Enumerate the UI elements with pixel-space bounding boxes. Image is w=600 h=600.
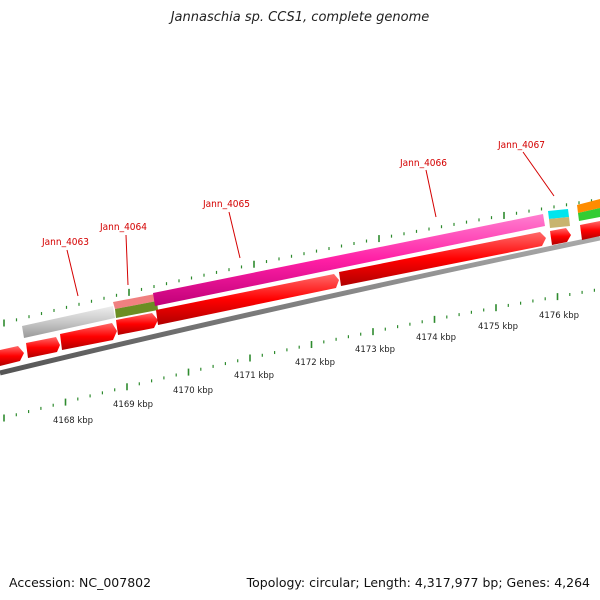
cds-arrow[interactable] [0, 346, 24, 366]
kbp-label-4168: 4168 kbp [53, 416, 93, 426]
cds-arrow[interactable] [550, 228, 571, 245]
cds-arrow[interactable] [156, 274, 339, 325]
gene-label-jann-4067[interactable]: Jann_4067 [497, 140, 545, 151]
map-title: Jannaschia sp. CCS1, complete genome [170, 10, 430, 25]
tan-feature[interactable] [549, 217, 570, 228]
genome-backbone [0, 235, 600, 376]
green-feature[interactable] [578, 208, 600, 221]
cds-arrow[interactable] [116, 313, 158, 335]
magenta-feature[interactable] [153, 214, 545, 306]
leader-line [425, 169, 437, 218]
kbp-label-4172: 4172 kbp [295, 358, 335, 368]
olive-feature[interactable] [115, 301, 158, 318]
kbp-label-4176: 4176 kbp [539, 311, 579, 321]
leader-line [66, 249, 79, 297]
gene-label-jann-4066[interactable]: Jann_4066 [399, 158, 447, 169]
kbp-label-4173: 4173 kbp [355, 345, 395, 355]
cyan-feature[interactable] [548, 209, 569, 219]
kbp-label-4169: 4169 kbp [113, 400, 153, 410]
cds-arrow[interactable] [580, 221, 600, 240]
cds-arrow[interactable] [339, 232, 546, 286]
gene-label-jann-4064[interactable]: Jann_4064 [99, 222, 147, 233]
gene-label-jann-4065[interactable]: Jann_4065 [202, 199, 250, 210]
kbp-scale-ticks [3, 288, 596, 422]
leader-line [522, 151, 555, 197]
leader-line [228, 211, 241, 259]
salmon-feature[interactable] [113, 294, 157, 309]
grey-feature[interactable] [22, 306, 115, 338]
kbp-label-4171: 4171 kbp [234, 371, 274, 381]
cds-arrow[interactable] [26, 337, 60, 358]
accession-text: Accession: NC_007802 [9, 575, 152, 590]
gene-label-jann-4063[interactable]: Jann_4063 [41, 237, 89, 248]
cds-arrow[interactable] [60, 323, 117, 350]
kbp-label-4174: 4174 kbp [416, 333, 456, 343]
topology-text: Topology: circular; Length: 4,317,977 bp… [246, 575, 590, 590]
kbp-label-4170: 4170 kbp [173, 386, 213, 396]
orange-feature[interactable] [577, 199, 600, 213]
kbp-label-4175: 4175 kbp [478, 322, 518, 332]
leader-line [125, 234, 129, 286]
upper-tick-row [3, 199, 593, 327]
